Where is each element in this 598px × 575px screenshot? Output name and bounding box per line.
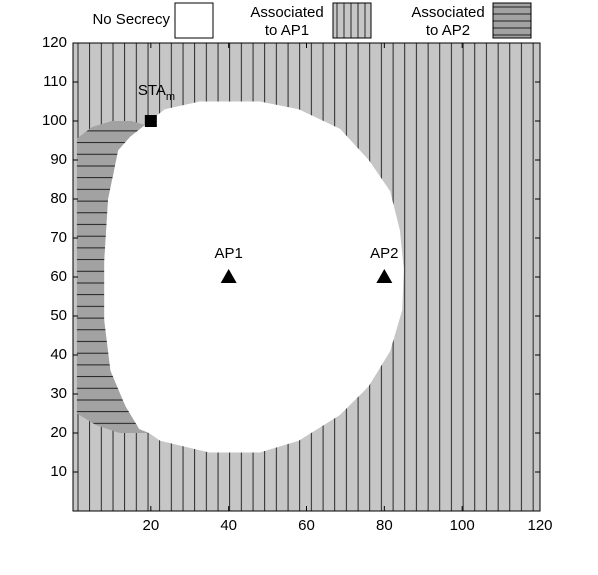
legend-swatch [174,2,214,39]
plot-area: AP1 AP2 STAm 10 20 30 40 50 60 70 80 90 100 110 120 20 4… [42,34,553,534]
y-tick-label: 80 [50,190,67,207]
legend-label: Associated [250,4,323,21]
point-marker [220,269,237,283]
x-tick-label: 100 [450,517,475,534]
legend-swatch-hatch [332,2,372,39]
point-label: AP1 [214,245,242,262]
point-label-subscript: m [166,91,175,103]
legend-label: to AP1 [265,22,309,39]
region-hatch [76,121,149,433]
y-tick-label: 120 [42,34,67,51]
point-marker [376,269,393,283]
x-tick-label: 40 [220,517,237,534]
y-tick-label: 20 [50,424,67,441]
y-tick-label: 110 [43,73,67,90]
y-tick-label: 90 [50,151,67,168]
y-tick-label: 50 [50,307,67,324]
point-marker [144,115,157,127]
x-tick-label: 20 [142,517,159,534]
point-label-main: STA [138,82,166,99]
legend-swatch-hatch [492,2,532,39]
y-tick-label: 60 [50,268,67,285]
legend-label: No Secrecy [92,11,170,28]
y-tick-label: 100 [42,112,67,129]
x-tick-label: 120 [527,517,552,534]
y-tick-label: 40 [50,346,67,363]
x-tick-label: 80 [376,517,393,534]
x-tick-label: 60 [298,517,315,534]
y-tick-label: 10 [50,463,67,480]
point-label: STAm [138,82,175,103]
y-tick-label: 70 [50,229,67,246]
y-tick-label: 30 [50,385,67,402]
legend-label: to AP2 [426,22,470,39]
point-label: AP2 [370,245,398,262]
legend-label: Associated [411,4,484,21]
region [104,101,404,453]
